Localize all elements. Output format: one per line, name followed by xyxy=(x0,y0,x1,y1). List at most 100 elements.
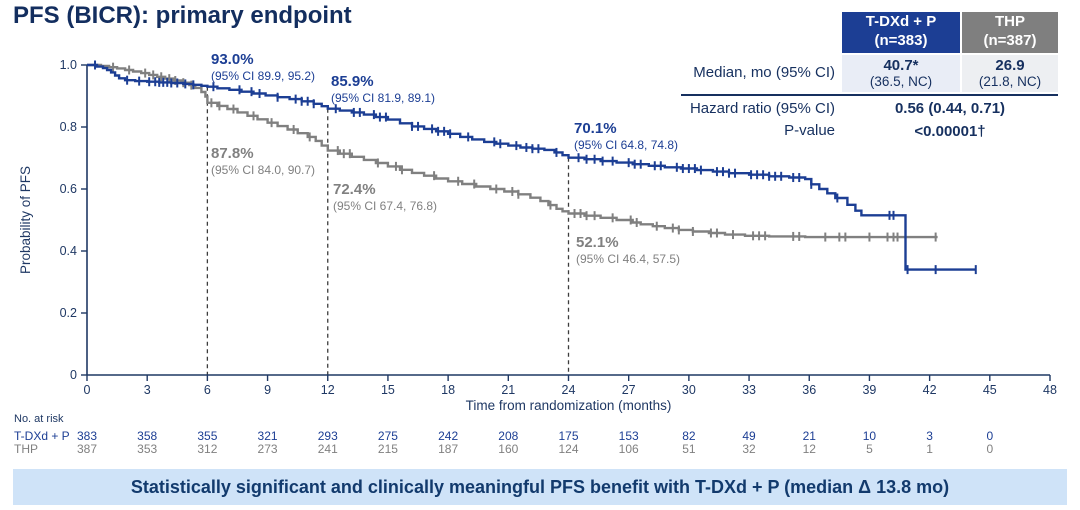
at-risk-value: 5 xyxy=(866,442,873,456)
at-risk-value: 275 xyxy=(378,429,398,443)
at-risk-value: 3 xyxy=(926,429,933,443)
stats-table-header-row: T-DXd + P (n=383) THP (n=387) xyxy=(681,12,1058,53)
at-risk-value: 160 xyxy=(498,442,518,456)
at-risk-value: 1 xyxy=(926,442,933,456)
median-row-label: Median, mo (95% CI) xyxy=(693,64,835,82)
landmark-pct: 52.1% xyxy=(576,234,619,251)
hazard-ratio-row: Hazard ratio (95% CI) 0.56 (0.44, 0.71) xyxy=(681,99,1058,119)
at-risk-value: 32 xyxy=(742,442,756,456)
median-thp-cell: 26.9 (21.8, NC) xyxy=(962,54,1058,93)
at-risk-value: 353 xyxy=(137,442,157,456)
x-tick-label: 21 xyxy=(501,383,515,397)
landmark-pct: 70.1% xyxy=(574,120,617,137)
at-risk-value: 215 xyxy=(378,442,398,456)
stats-table: T-DXd + P (n=383) THP (n=387) Median, mo… xyxy=(681,12,1058,144)
x-tick-label: 27 xyxy=(622,383,636,397)
y-tick-label: 0 xyxy=(70,368,77,382)
at-risk-value: 175 xyxy=(558,429,578,443)
summary-banner-text: Statistically significant and clinically… xyxy=(130,476,950,497)
landmark-ci: (95% CI 81.9, 89.1) xyxy=(331,91,435,105)
landmark-ci: (95% CI 46.4, 57.5) xyxy=(576,252,680,266)
at-risk-value: 51 xyxy=(682,442,696,456)
x-tick-label: 24 xyxy=(562,383,576,397)
at-risk-value: 387 xyxy=(77,442,97,456)
at-risk-value: 321 xyxy=(258,429,278,443)
x-tick-label: 45 xyxy=(983,383,997,397)
col-thp-n: (n=387) xyxy=(983,31,1037,49)
x-tick-label: 12 xyxy=(321,383,335,397)
at-risk-value: 187 xyxy=(438,442,458,456)
median-thp-value: 26.9 xyxy=(995,56,1025,74)
pvalue-label: P-value xyxy=(784,122,835,140)
x-axis-title: Time from randomization (months) xyxy=(466,398,672,413)
median-tdxd-cell: 40.7* (36.5, NC) xyxy=(842,54,960,93)
km-curve-tdxd-p xyxy=(87,63,976,271)
at-risk-value: 106 xyxy=(619,442,639,456)
x-tick-label: 18 xyxy=(441,383,455,397)
y-tick-label: 0.6 xyxy=(60,182,77,196)
x-tick-label: 0 xyxy=(84,383,91,397)
pvalue-value: <0.00001† xyxy=(914,122,986,140)
y-tick-label: 0.2 xyxy=(60,306,77,320)
y-axis-title: Probability of PFS xyxy=(18,166,33,274)
landmark-ci: (95% CI 89.9, 95.2) xyxy=(211,69,315,83)
hazard-ratio-value: 0.56 (0.44, 0.71) xyxy=(894,100,1006,118)
at-risk-row-label: THP xyxy=(14,442,38,456)
landmark-pct: 85.9% xyxy=(331,73,374,90)
stats-table-header-spacer xyxy=(681,12,840,53)
at-risk-value: 12 xyxy=(803,442,817,456)
landmark-pct: 87.8% xyxy=(211,145,254,162)
at-risk-value: 21 xyxy=(803,429,817,443)
x-tick-label: 48 xyxy=(1043,383,1057,397)
col-thp-name: THP xyxy=(995,13,1025,30)
x-tick-label: 30 xyxy=(682,383,696,397)
at-risk-value: 273 xyxy=(258,442,278,456)
col-tdxd-name: T-DXd + P xyxy=(865,13,937,30)
pvalue-row: P-value <0.00001† xyxy=(681,122,1058,142)
at-risk-value: 358 xyxy=(137,429,157,443)
at-risk-value: 82 xyxy=(682,429,696,443)
x-tick-label: 39 xyxy=(862,383,876,397)
page-title: PFS (BICR): primary endpoint xyxy=(13,2,352,29)
at-risk-value: 312 xyxy=(197,442,217,456)
x-tick-label: 36 xyxy=(802,383,816,397)
y-tick-label: 1.0 xyxy=(60,58,77,72)
x-tick-label: 6 xyxy=(204,383,211,397)
stats-table-divider xyxy=(681,94,1058,97)
stats-table-col-thp: THP (n=387) xyxy=(962,12,1058,53)
at-risk-value: 383 xyxy=(77,429,97,443)
landmark-ci: (95% CI 64.8, 74.8) xyxy=(574,138,678,152)
at-risk-value: 242 xyxy=(438,429,458,443)
at-risk-value: 0 xyxy=(986,429,993,443)
at-risk-title: No. at risk xyxy=(14,413,64,425)
landmark-ci: (95% CI 84.0, 90.7) xyxy=(211,163,315,177)
km-curve-thp xyxy=(87,63,938,239)
at-risk-value: 124 xyxy=(558,442,578,456)
x-tick-label: 3 xyxy=(144,383,151,397)
stats-table-col-tdxd: T-DXd + P (n=383) xyxy=(842,12,960,53)
x-tick-label: 9 xyxy=(264,383,271,397)
landmark-pct: 72.4% xyxy=(333,181,376,198)
col-tdxd-n: (n=383) xyxy=(874,31,928,49)
y-tick-label: 0.4 xyxy=(60,244,77,258)
at-risk-value: 0 xyxy=(986,442,993,456)
median-thp-ci: (21.8, NC) xyxy=(978,73,1042,89)
median-tdxd-value: 40.7* xyxy=(883,56,919,74)
x-tick-label: 15 xyxy=(381,383,395,397)
median-row: Median, mo (95% CI) 40.7* (36.5, NC) 26.… xyxy=(681,54,1058,93)
median-tdxd-ci: (36.5, NC) xyxy=(869,73,933,89)
at-risk-value: 293 xyxy=(318,429,338,443)
summary-banner: Statistically significant and clinically… xyxy=(13,469,1067,505)
landmark-pct: 93.0% xyxy=(211,51,254,68)
hazard-ratio-label: Hazard ratio (95% CI) xyxy=(689,100,835,118)
at-risk-value: 10 xyxy=(863,429,877,443)
at-risk-value: 241 xyxy=(318,442,338,456)
at-risk-value: 208 xyxy=(498,429,518,443)
at-risk-value: 355 xyxy=(197,429,217,443)
y-tick-label: 0.8 xyxy=(60,120,77,134)
at-risk-value: 153 xyxy=(619,429,639,443)
at-risk-value: 49 xyxy=(742,429,756,443)
x-tick-label: 33 xyxy=(742,383,756,397)
